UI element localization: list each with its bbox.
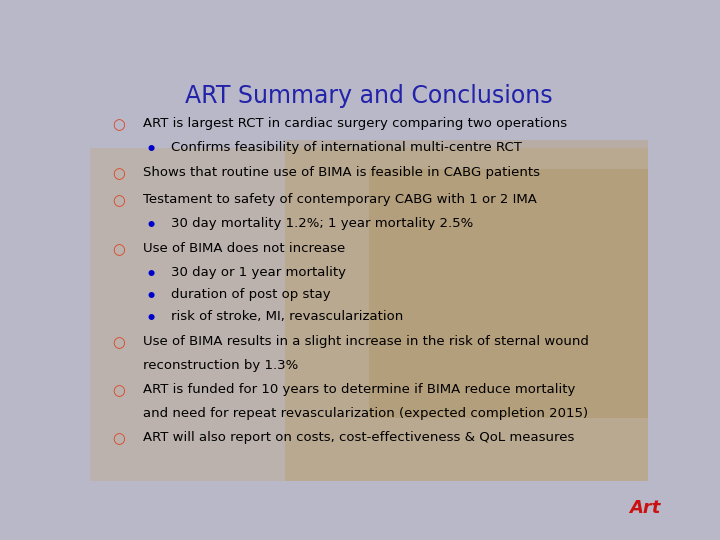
Text: ○: ○ — [112, 242, 125, 258]
Text: ○: ○ — [112, 431, 125, 446]
Bar — [285, 140, 648, 481]
Text: ART will also report on costs, cost-effectiveness & QoL measures: ART will also report on costs, cost-effe… — [143, 431, 575, 444]
Text: reconstruction by 1.3%: reconstruction by 1.3% — [143, 359, 298, 372]
Text: 30 day or 1 year mortality: 30 day or 1 year mortality — [171, 266, 346, 280]
Bar — [369, 168, 648, 418]
Text: •: • — [145, 141, 157, 159]
Text: ○: ○ — [112, 166, 125, 181]
Text: ART is funded for 10 years to determine if BIMA reduce mortality: ART is funded for 10 years to determine … — [143, 383, 575, 396]
Text: Shows that routine use of BIMA is feasible in CABG patients: Shows that routine use of BIMA is feasib… — [143, 166, 540, 179]
Text: Testament to safety of contemporary CABG with 1 or 2 IMA: Testament to safety of contemporary CABG… — [143, 193, 537, 206]
Text: •: • — [145, 218, 157, 235]
Text: ART is largest RCT in cardiac surgery comparing two operations: ART is largest RCT in cardiac surgery co… — [143, 117, 567, 130]
Text: Confirms feasibility of international multi-centre RCT: Confirms feasibility of international mu… — [171, 141, 522, 154]
Text: and need for repeat revascularization (expected completion 2015): and need for repeat revascularization (e… — [143, 407, 588, 420]
Text: •: • — [145, 310, 157, 328]
Text: risk of stroke, MI, revascularization: risk of stroke, MI, revascularization — [171, 310, 403, 323]
Text: ○: ○ — [112, 117, 125, 132]
Text: 30 day mortality 1.2%; 1 year mortality 2.5%: 30 day mortality 1.2%; 1 year mortality … — [171, 218, 473, 231]
Text: Art: Art — [629, 498, 660, 517]
Text: duration of post op stay: duration of post op stay — [171, 288, 330, 301]
Text: ○: ○ — [112, 193, 125, 208]
Text: •: • — [145, 288, 157, 306]
Text: Use of BIMA does not increase: Use of BIMA does not increase — [143, 242, 346, 255]
Text: ○: ○ — [112, 335, 125, 350]
Text: Use of BIMA results in a slight increase in the risk of sternal wound: Use of BIMA results in a slight increase… — [143, 335, 589, 348]
Bar — [90, 148, 648, 481]
Text: •: • — [145, 266, 157, 285]
Text: ○: ○ — [112, 383, 125, 398]
Text: ART Summary and Conclusions: ART Summary and Conclusions — [185, 84, 553, 107]
